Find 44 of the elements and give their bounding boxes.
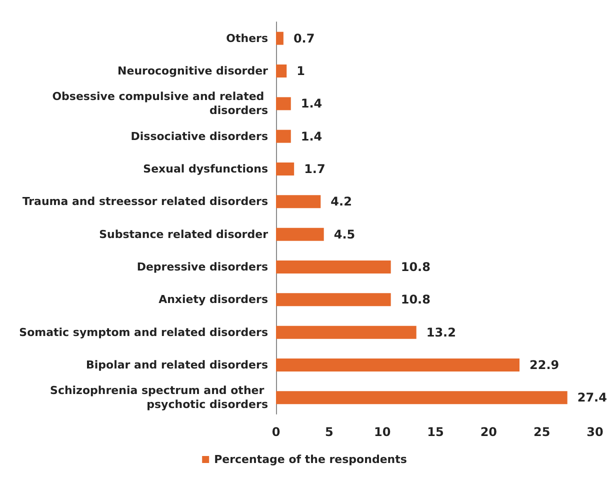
bar xyxy=(276,195,321,208)
y-tick-label: Anxiety disorders xyxy=(158,293,268,306)
bar xyxy=(276,64,287,78)
data-label: 27.4 xyxy=(577,390,607,405)
y-tick-label: Trauma and streessor related disorders xyxy=(22,195,268,208)
x-tick-label: 30 xyxy=(586,425,604,439)
bar xyxy=(276,358,520,372)
x-tick-label: 20 xyxy=(480,425,498,439)
y-tick-label: Somatic symptom and related disorders xyxy=(19,326,268,339)
y-tick-label: Bipolar and related disorders xyxy=(86,358,268,372)
bar xyxy=(276,260,391,274)
data-label: 4.2 xyxy=(330,194,352,209)
data-label: 1 xyxy=(296,64,305,78)
bar xyxy=(276,130,291,143)
bar xyxy=(276,32,284,45)
bar xyxy=(276,162,294,176)
data-label: 1.4 xyxy=(300,96,322,111)
data-label: 4.5 xyxy=(334,227,356,242)
data-label: 10.8 xyxy=(400,260,430,274)
y-tick-label: Dissociative disorders xyxy=(130,130,268,143)
x-tick-label: 25 xyxy=(533,425,550,439)
data-label: 10.8 xyxy=(400,292,430,307)
bar xyxy=(276,293,391,306)
x-tick-label: 0 xyxy=(272,425,280,439)
data-label: 22.9 xyxy=(530,358,560,372)
x-tick-label: 5 xyxy=(324,425,334,439)
data-label: 13.2 xyxy=(426,325,456,340)
x-tick-label: 10 xyxy=(374,425,391,439)
legend-label: Percentage of the respondents xyxy=(214,453,408,466)
data-label: 1.4 xyxy=(300,129,322,144)
data-label: 0.7 xyxy=(293,31,315,46)
y-tick-label: Schizophrenia spectrum and other psychotic disorders xyxy=(50,384,268,412)
bar xyxy=(276,97,291,110)
x-tick-label: 15 xyxy=(427,425,444,439)
y-tick-label: Sexual dysfunctions xyxy=(143,162,268,176)
data-label: 1.7 xyxy=(304,162,326,176)
bar xyxy=(276,326,416,339)
y-tick-label: Others xyxy=(226,32,268,45)
bar xyxy=(276,228,324,241)
bar xyxy=(276,391,568,404)
y-tick-label: Obsessive compulsive and related disorders xyxy=(52,90,268,118)
y-tick-label: Neurocognitive disorder xyxy=(118,64,269,78)
y-tick-label: Substance related disorder xyxy=(99,228,269,241)
y-tick-label: Depressive disorders xyxy=(136,260,268,274)
